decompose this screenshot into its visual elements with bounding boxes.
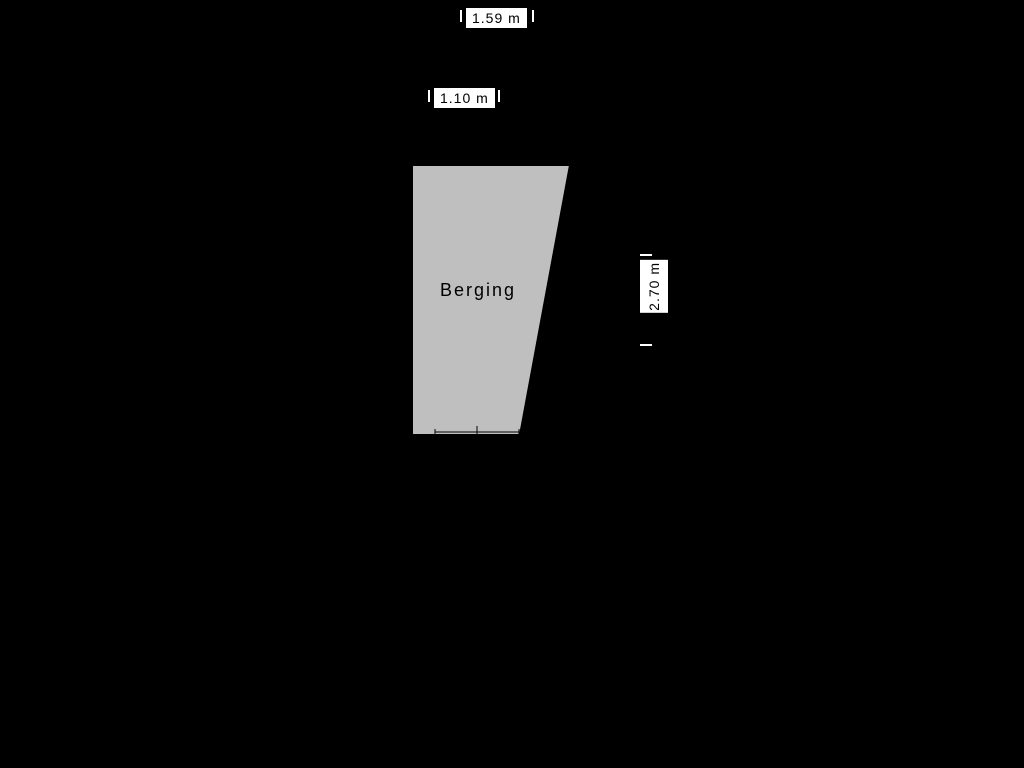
- dimension-width-inner: 1.10 m: [434, 88, 495, 108]
- dimension-height-right: 2.70 m: [640, 260, 668, 313]
- dimension-width-outer: 1.59 m: [466, 8, 527, 28]
- room-label: Berging: [440, 280, 516, 301]
- floorplan-canvas: [0, 0, 1024, 768]
